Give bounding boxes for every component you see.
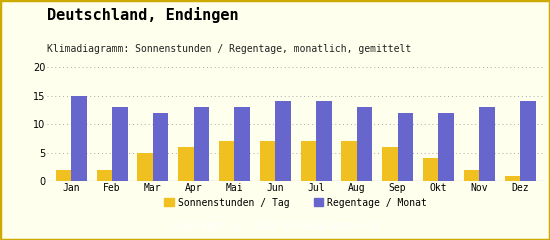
Text: Klimadiagramm: Sonnenstunden / Regentage, monatlich, gemittelt: Klimadiagramm: Sonnenstunden / Regentage… bbox=[47, 44, 411, 54]
Bar bbox=[423, 158, 438, 181]
Bar bbox=[234, 107, 250, 181]
Bar bbox=[398, 113, 413, 181]
Bar bbox=[342, 141, 357, 181]
Bar bbox=[72, 96, 87, 181]
Legend: Sonnenstunden / Tag, Regentage / Monat: Sonnenstunden / Tag, Regentage / Monat bbox=[164, 198, 427, 208]
Bar bbox=[316, 101, 332, 181]
Bar bbox=[260, 141, 275, 181]
Bar bbox=[464, 170, 479, 181]
Bar bbox=[219, 141, 234, 181]
Text: Copyright (C) 2024 urlaubplanen.org: Copyright (C) 2024 urlaubplanen.org bbox=[172, 221, 378, 231]
Bar bbox=[194, 107, 209, 181]
Text: Deutschland, Endingen: Deutschland, Endingen bbox=[47, 7, 238, 23]
Bar bbox=[479, 107, 495, 181]
Bar bbox=[56, 170, 72, 181]
Bar bbox=[275, 101, 291, 181]
Bar bbox=[300, 141, 316, 181]
Bar bbox=[97, 170, 112, 181]
Bar bbox=[520, 101, 536, 181]
Bar bbox=[438, 113, 454, 181]
Bar bbox=[138, 153, 153, 181]
Bar bbox=[504, 175, 520, 181]
Bar bbox=[112, 107, 128, 181]
Bar bbox=[153, 113, 168, 181]
Bar bbox=[178, 147, 194, 181]
Bar bbox=[382, 147, 398, 181]
Bar bbox=[357, 107, 372, 181]
